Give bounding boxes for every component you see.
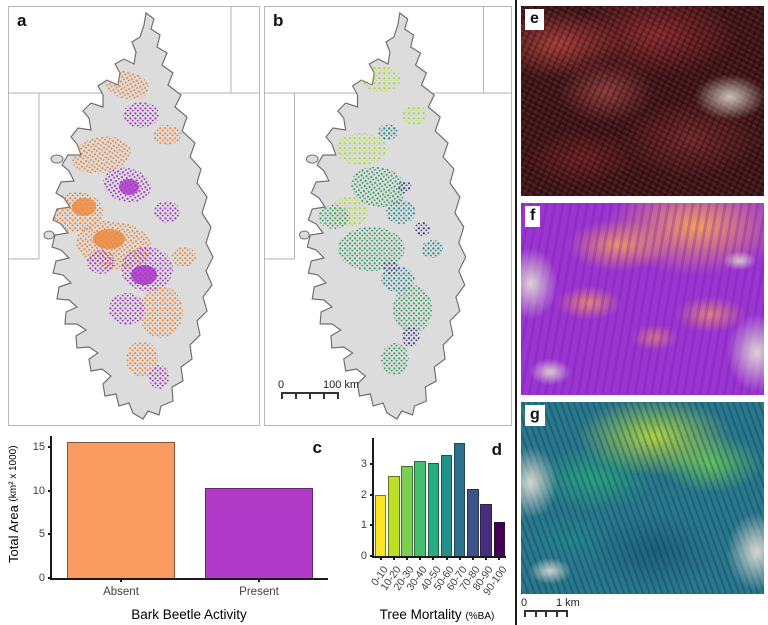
bar-10-20	[388, 476, 400, 556]
column-divider	[515, 0, 517, 625]
plot-area: 0 1 2 3 0-10 10-20 20-30 30-40 40-50 50-60 60-70 7…	[361, 438, 509, 598]
map-a-svg	[9, 7, 259, 420]
bar-50-60	[440, 454, 453, 556]
y-axis-title: Total Area (km² x 1000)	[6, 445, 21, 563]
scalebar-100km: 0 100 km	[278, 379, 359, 399]
x-ticks: Absent Present	[52, 578, 328, 598]
bar-60-70	[453, 442, 466, 556]
y-tick-2: 2	[361, 489, 374, 501]
bar-90-100	[493, 522, 506, 556]
bar-Absent	[67, 442, 175, 578]
scalebar-end-label: 100 km	[323, 379, 360, 391]
x-tick-20-30: 20-30	[392, 556, 417, 593]
x-tick-40-50: 40-50	[418, 556, 443, 593]
y-tick-3: 3	[361, 458, 374, 470]
scalebar-start-label: 0	[521, 597, 528, 609]
scalebar-1km: 0 1 km	[521, 597, 580, 617]
scalebar-ruler	[281, 392, 339, 399]
y-tick-15: 15	[33, 441, 52, 453]
x-tick-10-20: 10-20	[378, 556, 404, 593]
x-axis-title: Tree Mortality (%BA)	[379, 607, 495, 622]
panel-a-map-bark-beetle-activity: a	[8, 6, 260, 426]
bar-20-30	[401, 465, 413, 556]
x-tick-30-40: 30-40	[405, 556, 430, 593]
panel-label-c: c	[312, 438, 322, 457]
tree-mortality-patches	[318, 66, 444, 375]
plot-area: 0 5 10 15 Absent Present	[33, 436, 328, 598]
x-tick-Absent: Absent	[52, 578, 190, 598]
panel-label-b: b	[273, 11, 284, 30]
chart-tree-mortality: 0 1 2 3 0-10 10-20 20-30 30-40 40-50 50-60 60-70 7…	[346, 428, 512, 624]
x-tick-0-10: 0-10	[369, 556, 390, 588]
panel-label-g: g	[525, 405, 545, 426]
bars	[52, 436, 328, 578]
scalebar-start-label: 0	[278, 379, 285, 391]
y-tick-5: 5	[39, 528, 52, 540]
bar-70-80	[467, 488, 479, 556]
panel-label-e: e	[525, 9, 544, 30]
x-tick-70-80: 70-80	[458, 556, 483, 593]
panel-g-tree-mortality-classification: g	[521, 402, 764, 594]
y-tick-1: 1	[361, 519, 374, 531]
panel-label-f: f	[525, 206, 541, 227]
panel-f-bark-beetle-classification: f	[521, 203, 764, 395]
y-tick-0: 0	[361, 550, 374, 562]
panel-label-d: d	[491, 440, 502, 459]
chart-bark-beetle-activity: Total Area (km² x 1000) 0 5 10 15 Absent Pre…	[6, 428, 342, 624]
x-tick-60-70: 60-70	[444, 556, 470, 593]
bar-30-40	[414, 461, 426, 556]
x-tick-50-60: 50-60	[431, 556, 456, 593]
x-ticks: 0-10 10-20 20-30 30-40 40-50 50-60 60-70 70-80 8…	[369, 556, 509, 598]
y-tick-10: 10	[33, 485, 52, 497]
bar-40-50	[427, 462, 440, 556]
x-tick-Present: Present	[190, 578, 328, 598]
bark-beetle-present-patches	[87, 102, 180, 389]
panel-e-false-color-imagery: e	[521, 6, 764, 196]
bar-Present	[205, 488, 313, 578]
scalebar-end-label: 1 km	[556, 597, 580, 609]
y-tick-0: 0	[39, 572, 52, 584]
bar-0-10	[374, 494, 387, 556]
bar-80-90	[480, 503, 492, 556]
x-axis-title: Bark Beetle Activity	[131, 607, 247, 622]
map-b-svg	[265, 7, 511, 420]
bars	[374, 438, 506, 556]
scalebar-ruler	[524, 610, 568, 617]
panel-b-map-tree-mortality: b 0 100 km	[264, 6, 512, 426]
x-tick-80-90: 80-90	[471, 556, 496, 593]
panel-label-a: a	[17, 11, 27, 30]
x-tick-90-100: 90-100	[481, 556, 509, 598]
